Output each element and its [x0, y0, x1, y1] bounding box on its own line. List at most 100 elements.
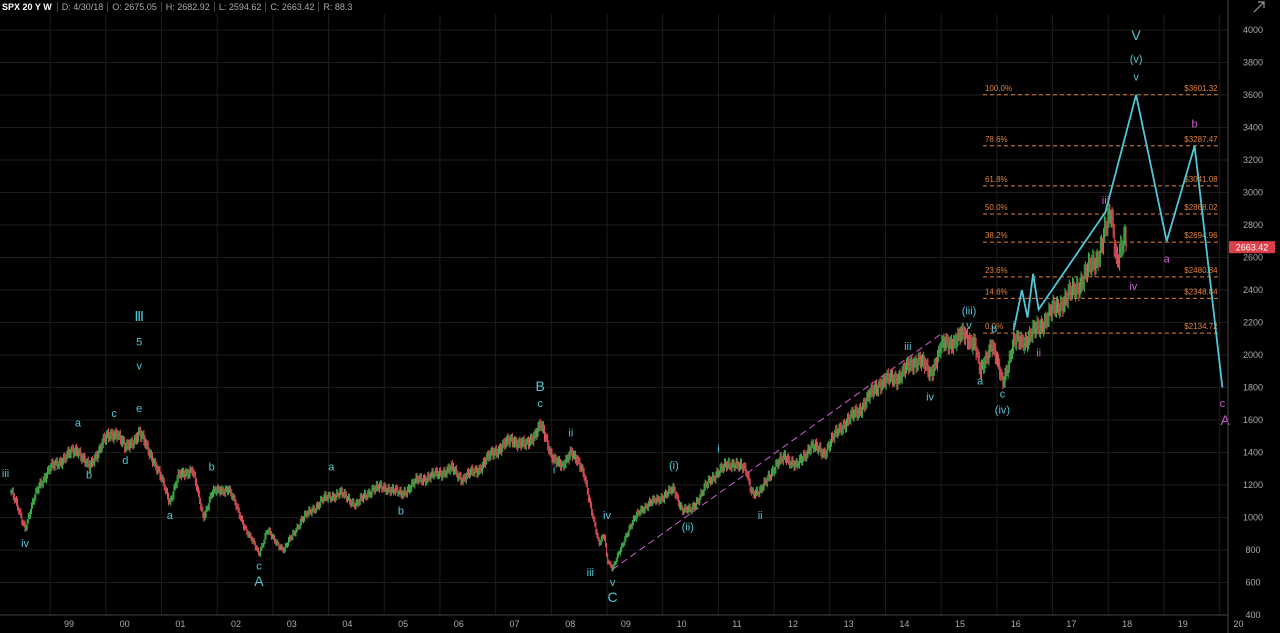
- wave-label: a: [75, 418, 82, 430]
- wave-label: b: [1192, 119, 1198, 131]
- x-tick-label: 09: [621, 619, 631, 629]
- x-axis: 99 00 01 02 03 04 05 06 07 08 09 10 11 12 13 14 15 16 17 18…: [0, 614, 1244, 629]
- bar-date: D: 4/30/18: [56, 2, 108, 12]
- x-tick-label: 06: [454, 619, 464, 629]
- wave-label: iii: [904, 341, 911, 353]
- x-tick-label: 19: [1178, 619, 1188, 629]
- wave-label: B: [536, 378, 545, 394]
- x-tick-label: 14: [899, 619, 909, 629]
- wave-label: ii: [758, 510, 763, 522]
- fib-percent-label: 23.6%: [985, 266, 1008, 275]
- x-tick-label: 99: [64, 619, 74, 629]
- wave-label: a: [1164, 253, 1171, 265]
- fib-price-label: $3601.32: [1184, 84, 1218, 93]
- wave-label: ii: [1036, 348, 1041, 360]
- wave-label: iv: [21, 538, 29, 550]
- wave-label: C: [608, 589, 618, 605]
- fibonacci-levels: 100.0% $3601.32 78.6% $3287.47 61.8% $3041.08…: [982, 84, 1220, 334]
- wave-label: iii: [1102, 195, 1109, 207]
- y-tick-label: 400: [1245, 610, 1260, 620]
- last-price-badge: [1229, 241, 1275, 254]
- wave-label: c: [1220, 398, 1226, 410]
- fib-percent-label: 50.0%: [985, 203, 1008, 212]
- wave-label: b: [991, 323, 997, 335]
- wave-label: A: [1221, 412, 1231, 428]
- x-tick-label: 11: [732, 619, 741, 629]
- wave-label: v: [610, 577, 616, 589]
- chart-menu-icon[interactable]: [1252, 0, 1266, 14]
- wave-label: b: [398, 505, 404, 517]
- wave-label: a: [167, 510, 174, 522]
- x-tick-label: 15: [955, 619, 965, 629]
- wave-label: i: [717, 444, 719, 456]
- wave-label: c: [256, 561, 262, 573]
- y-tick-label: 3200: [1243, 155, 1263, 165]
- wave-label: a: [328, 461, 335, 473]
- x-tick-label: 01: [175, 619, 185, 629]
- fib-price-label: $2694.96: [1184, 231, 1218, 240]
- price-bars: [9, 201, 1128, 572]
- wave-label: (ii): [682, 522, 694, 534]
- y-tick-label: 3800: [1243, 58, 1263, 68]
- wave-label: d: [122, 455, 128, 467]
- x-tick-label: 10: [677, 619, 687, 629]
- wave-label: b: [86, 470, 92, 482]
- wave-label: ii: [568, 427, 573, 439]
- wave-labels: iiiivabcdⅢ5veabcAabBciiiiviiivC(i)(ii)ii…: [2, 27, 1231, 605]
- wave-label: v: [136, 361, 142, 373]
- fib-percent-label: 61.8%: [985, 175, 1008, 184]
- wave-label: (iii): [962, 305, 977, 317]
- y-tick-label: 1000: [1243, 513, 1263, 523]
- projection-line: [1012, 94, 1224, 388]
- fib-price-label: $2480.84: [1184, 266, 1218, 275]
- close-value: C: 2663.42: [265, 2, 318, 12]
- fib-price-label: $3287.47: [1184, 135, 1218, 144]
- wave-label: c: [1000, 388, 1006, 400]
- x-tick-label: 02: [231, 619, 241, 629]
- x-tick-label: 04: [342, 619, 352, 629]
- y-tick-label: 600: [1245, 578, 1260, 588]
- x-tick-label: 20: [1233, 619, 1243, 629]
- wave-label: Ⅲ: [134, 308, 144, 324]
- y-tick-label: 1400: [1243, 448, 1263, 458]
- fib-price-label: $3041.08: [1184, 175, 1218, 184]
- last-price-marker: 2663.42: [1229, 241, 1275, 254]
- y-tick-label: 800: [1245, 545, 1260, 555]
- y-tick-label: 3600: [1243, 90, 1263, 100]
- fib-percent-label: 0.0%: [985, 322, 1003, 331]
- wave-label: c: [111, 408, 117, 420]
- x-tick-label: 05: [398, 619, 408, 629]
- y-tick-label: 2400: [1243, 285, 1263, 295]
- y-tick-label: 4000: [1243, 25, 1263, 35]
- wave-label: i: [1012, 320, 1014, 332]
- wave-label: e: [136, 403, 142, 415]
- fib-percent-label: 38.2%: [985, 231, 1008, 240]
- x-tick-label: 17: [1066, 619, 1076, 629]
- wave-label: V: [1131, 27, 1141, 43]
- range-value: R: 88.3: [318, 2, 356, 12]
- projection-path: [1012, 94, 1224, 388]
- symbol-name: SPX 20 Y W: [2, 2, 52, 12]
- wave-label: v: [1133, 71, 1139, 83]
- x-tick-label: 00: [120, 619, 130, 629]
- grid-lines: [0, 14, 1228, 616]
- wave-label: a: [977, 375, 984, 387]
- wave-label: b: [209, 461, 215, 473]
- x-tick-label: 07: [510, 619, 520, 629]
- x-tick-label: 03: [287, 619, 297, 629]
- wave-label: (i): [669, 460, 679, 472]
- symbol-header: SPX 20 Y W D: 4/30/18 O: 2675.05 H: 2682…: [0, 0, 357, 14]
- wave-label: iv: [603, 510, 611, 522]
- y-axis: 400 600 800 1000 1200 1400 1600 1800 2000 2200 240…: [1227, 0, 1263, 633]
- fib-percent-label: 14.6%: [985, 287, 1008, 296]
- y-tick-label: 1200: [1243, 480, 1263, 490]
- wave-label: iii: [2, 468, 9, 480]
- wave-label: (iv): [995, 405, 1010, 417]
- wave-label: 5: [136, 336, 142, 348]
- wave-label: i: [553, 465, 555, 477]
- fib-percent-label: 100.0%: [985, 84, 1012, 93]
- y-tick-label: 3000: [1243, 188, 1263, 198]
- y-tick-label: 1800: [1243, 383, 1263, 393]
- y-tick-label: 1600: [1243, 415, 1263, 425]
